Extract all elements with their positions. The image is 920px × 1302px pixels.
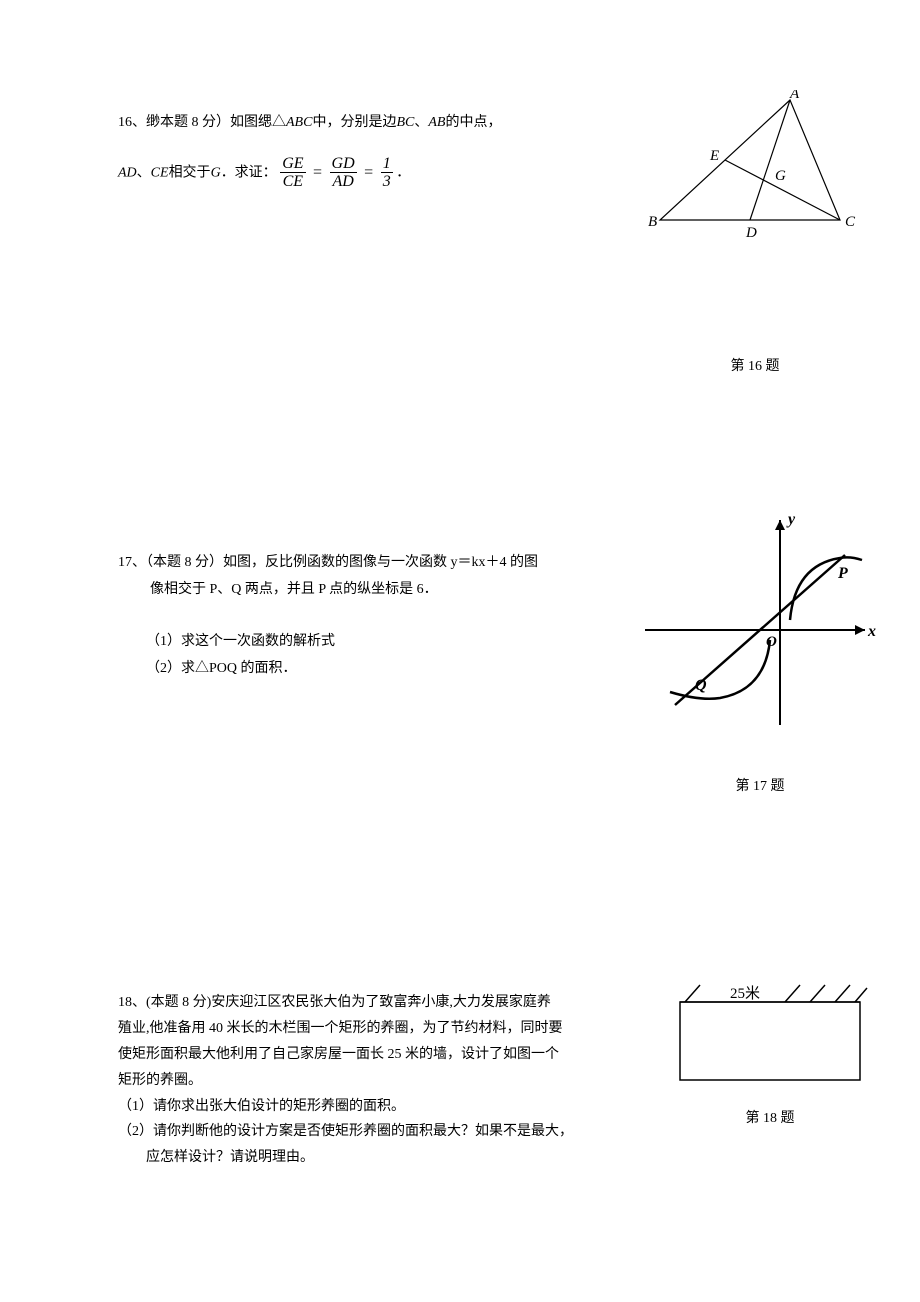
p17-figure: x y O P Q 第 17 题 — [640, 510, 880, 795]
problem-17: 17、（本题 8 分）如图，反比例函数的图像与一次函数 y＝kx＋4 的图 像相… — [118, 550, 850, 830]
p16-dun2: 、 — [137, 165, 151, 180]
p16-frac2-den: AD — [330, 173, 357, 191]
p16-label-C: C — [845, 214, 856, 230]
p16-frac1-den: CE — [280, 173, 305, 191]
p18-line2: 殖业,他准备用 40 米长的木栏围一个矩形的养圈，为了节约材料，同时要 — [118, 1016, 658, 1042]
p16-label-E: E — [709, 148, 719, 164]
p18-line1: 18、(本题 8 分)安庆迎江区农民张大伯为了致富奔小康,大力发展家庭养 — [118, 990, 658, 1016]
p18-rect-svg: 25米 — [670, 982, 870, 1092]
p16-frac3-den: 3 — [381, 173, 393, 191]
p16-prefix-b: 中，分别是边 — [312, 115, 396, 130]
p17-graph-svg: x y O P Q — [640, 510, 880, 740]
p18-q2a: （2）请你判断他的设计方案是否使矩形养圈的面积最大？如果不是最大， — [118, 1119, 658, 1145]
p16-label-B: B — [648, 214, 657, 230]
p18-line4: 矩形的养圈。 — [118, 1068, 658, 1094]
p17-label-y: y — [786, 511, 796, 528]
p16-frac1-num: GE — [280, 155, 305, 174]
p16-number: 16、 — [118, 115, 146, 130]
p17-label-x: x — [867, 623, 876, 640]
problem-17-text: 17、（本题 8 分）如图，反比例函数的图像与一次函数 y＝kx＋4 的图 像相… — [118, 550, 628, 682]
p18-caption: 第 18 题 — [670, 1107, 870, 1127]
p17-q2: （2）求△POQ 的面积． — [118, 656, 628, 683]
p16-triangle-svg: A B C D E G — [640, 90, 870, 250]
p17-label-O: O — [766, 634, 777, 650]
p18-wall-label: 25米 — [730, 985, 760, 1002]
p16-caption: 第 16 题 — [640, 355, 870, 375]
p16-frac2: GD AD — [330, 155, 357, 191]
p17-line1: 17、（本题 8 分）如图，反比例函数的图像与一次函数 y＝kx＋4 的图 — [118, 550, 628, 577]
p16-line2: AD、CE相交于G．求证： GE CE = GD AD = 1 3 ． — [118, 155, 628, 191]
p16-frac3: 1 3 — [381, 155, 393, 191]
p16-l2c: 相交于 — [169, 165, 211, 180]
p16-prefix-a: 缈本题 8 分）如图缌 — [146, 115, 272, 130]
p17-label-P: P — [837, 565, 848, 582]
p16-label-G: G — [775, 168, 786, 184]
p16-ab: AB — [428, 115, 445, 130]
p16-ce: CE — [151, 165, 169, 180]
p16-label-A: A — [789, 90, 800, 102]
p16-figure: A B C D E G 第 16 题 — [640, 90, 870, 375]
p17-line1b: 像相交于 P、Q 两点，并且 P 点的纵坐标是 6． — [118, 577, 628, 604]
p16-eq1: = — [309, 164, 326, 181]
p17-label-Q: Q — [695, 677, 707, 694]
p16-period: ． — [396, 165, 410, 180]
p16-bc: BC — [396, 115, 414, 130]
p16-frac1: GE CE — [280, 155, 305, 191]
p18-figure: 25米 第 18 题 — [670, 982, 870, 1127]
p18-line3: 使矩形面积最大他利用了自己家房屋一面长 25 米的墙，设计了如图一个 — [118, 1042, 658, 1068]
problem-16-text: 16、缈本题 8 分）如图缌△ABC中，分别是边BC、AB的中点， AD、CE相… — [118, 110, 628, 191]
problem-18: 18、(本题 8 分)安庆迎江区农民张大伯为了致富奔小康,大力发展家庭养 殖业,… — [118, 990, 850, 1190]
p17-q1: （1）求这个一次函数的解析式 — [118, 629, 628, 656]
p16-eq2: = — [360, 164, 377, 181]
p16-l2d: ．求证： — [221, 165, 277, 180]
p16-frac2-num: GD — [330, 155, 357, 174]
p17-caption: 第 17 题 — [640, 775, 880, 795]
p16-label-D: D — [745, 225, 757, 241]
p16-prefix-c: 的中点， — [445, 115, 501, 130]
p16-ad: AD — [118, 165, 137, 180]
p16-dun1: 、 — [414, 115, 428, 130]
p16-line1: 16、缈本题 8 分）如图缌△ABC中，分别是边BC、AB的中点， — [118, 110, 628, 137]
p18-q1: （1）请你求出张大伯设计的矩形养圈的面积。 — [118, 1094, 658, 1120]
p16-tri: △ — [272, 115, 286, 130]
p16-g: G — [211, 165, 221, 180]
p18-q2b: 应怎样设计？请说明理由。 — [118, 1145, 658, 1171]
problem-18-text: 18、(本题 8 分)安庆迎江区农民张大伯为了致富奔小康,大力发展家庭养 殖业,… — [118, 990, 658, 1171]
problem-16: 16、缈本题 8 分）如图缌△ABC中，分别是边BC、AB的中点， AD、CE相… — [118, 110, 850, 370]
p16-frac3-num: 1 — [381, 155, 393, 174]
p16-abc: ABC — [286, 115, 312, 130]
